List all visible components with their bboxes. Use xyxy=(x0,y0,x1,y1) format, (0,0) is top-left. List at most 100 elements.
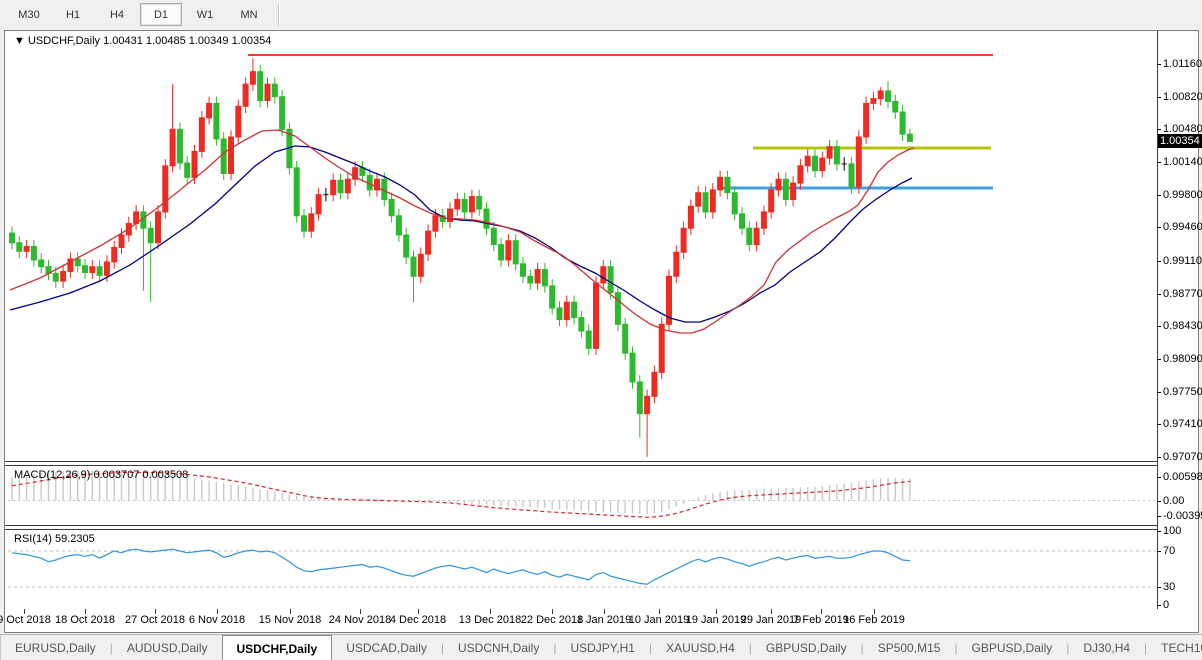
date-tick xyxy=(360,609,361,614)
date-label: 16 Feb 2019 xyxy=(843,614,905,626)
toolbar-separator xyxy=(278,3,280,26)
date-tick xyxy=(659,609,660,614)
date-label: 6 Nov 2018 xyxy=(188,614,246,626)
price-tick-label: 0.99110 xyxy=(1163,254,1202,267)
macd-panel[interactable]: MACD(12,26,9) 0.003707 0.003508 xyxy=(5,466,1158,525)
indicator-scale-label: 100 xyxy=(1163,525,1182,537)
date-label: 7 Feb 2019 xyxy=(793,614,849,626)
indicator-scale-tick xyxy=(1157,605,1161,606)
timeframe-button-d1[interactable]: D1 xyxy=(140,3,182,26)
date-label: 18 Oct 2018 xyxy=(55,614,115,626)
price-tick xyxy=(1157,129,1161,131)
current-price-badge: 1.00354 xyxy=(1158,134,1202,149)
price-tick-label: 1.00820 xyxy=(1163,90,1202,103)
price-tick xyxy=(1157,64,1161,65)
date-label: 27 Oct 2018 xyxy=(125,614,185,626)
tab-separator: | xyxy=(954,641,958,655)
timeframe-button-h1[interactable]: H1 xyxy=(65,8,81,21)
date-label: 19 Jan 2019 xyxy=(685,614,747,626)
price-tick xyxy=(1157,161,1161,163)
tab-usdchf-daily[interactable]: USDCHF,Daily xyxy=(221,635,333,660)
tab-sp500-m15[interactable]: SP500,M15 xyxy=(877,641,941,655)
tab-eurusd-daily[interactable]: EURUSD,Daily xyxy=(15,641,96,655)
price-tick-label: 0.98430 xyxy=(1163,320,1202,333)
date-label: 1 Jan 2019 xyxy=(576,614,632,626)
date-label: 13 Dec 2018 xyxy=(458,614,522,626)
indicator-scale-tick xyxy=(1157,516,1161,517)
price-tick-label: 0.99800 xyxy=(1163,188,1202,201)
price-tick-label: 0.97070 xyxy=(1163,450,1202,463)
price-axis-border xyxy=(1157,31,1158,609)
price-tick xyxy=(1157,194,1161,196)
indicator-scale-label: 70 xyxy=(1163,545,1176,557)
price-tick-label: 0.97750 xyxy=(1163,385,1202,398)
tab-separator: | xyxy=(440,641,444,655)
timeframe-button-m30[interactable]: M30 xyxy=(18,8,40,21)
panel-separator[interactable] xyxy=(5,461,1158,466)
date-tick xyxy=(24,609,25,614)
slow-ma-line[interactable] xyxy=(9,145,913,323)
macd-histogram xyxy=(11,470,911,515)
date-tick xyxy=(771,609,772,614)
date-label: 10 Jan 2019 xyxy=(628,614,690,626)
price-tick xyxy=(1157,424,1161,426)
date-tick xyxy=(716,609,717,614)
date-tick xyxy=(874,609,875,614)
tab-separator: | xyxy=(109,641,113,655)
indicator-scale-label: 30 xyxy=(1163,581,1176,593)
indicator-scale-label: 0.00 xyxy=(1163,495,1185,507)
indicator-scale-label: 0.005985 xyxy=(1163,471,1202,483)
date-label: 15 Nov 2018 xyxy=(258,614,322,626)
price-tick-label: 0.98770 xyxy=(1163,287,1202,300)
tab-separator: | xyxy=(748,641,752,655)
date-label: 29 Jan 2019 xyxy=(740,614,802,626)
panel-separator[interactable] xyxy=(5,525,1158,530)
horizontal-level-lines[interactable] xyxy=(248,54,993,190)
indicator-scale-tick xyxy=(1157,501,1161,502)
tab-audusd-daily[interactable]: AUDUSD,Daily xyxy=(126,641,208,655)
macd-label: MACD(12,26,9) 0.003707 0.003508 xyxy=(14,469,188,481)
date-label: 24 Nov 2018 xyxy=(328,614,392,626)
tab-usdcad-daily[interactable]: USDCAD,Daily xyxy=(346,641,427,655)
rsi-panel[interactable]: RSI(14) 59.2305 xyxy=(5,530,1158,609)
timeframe-button-mn[interactable]: MN xyxy=(240,8,258,21)
price-tick-label: 0.98090 xyxy=(1163,352,1202,365)
rsi-line xyxy=(11,548,910,585)
timeframe-toolbar: M30 H1 H4 D1 W1 MN xyxy=(0,0,1202,29)
price-chart[interactable]: ▼ USDCHF,Daily 1.00431 1.00485 1.00349 1… xyxy=(5,31,1158,461)
price-tick xyxy=(1157,293,1161,295)
chart-title: ▼ USDCHF,Daily 1.00431 1.00485 1.00349 1… xyxy=(14,35,271,47)
fast-ma-line[interactable] xyxy=(9,129,915,334)
date-tick xyxy=(85,609,86,614)
timeframe-button-h4[interactable]: H4 xyxy=(109,8,125,21)
chart-tab-bar: EURUSD,Daily | AUDUSD,Daily USDCHF,Daily USD… xyxy=(0,634,1202,660)
macd-signal-line xyxy=(11,471,910,518)
tab-tech100-h1[interactable]: TECH100,H1 xyxy=(1161,641,1202,655)
date-tick xyxy=(821,609,822,614)
tab-separator: | xyxy=(1066,641,1070,655)
tab-xauusd-h4[interactable]: XAUUSD,H4 xyxy=(666,641,735,655)
date-label: 9 Oct 2018 xyxy=(0,614,51,626)
price-tick-label: 1.00480 xyxy=(1163,123,1202,136)
price-tick-label: 0.97410 xyxy=(1163,418,1202,431)
date-tick xyxy=(290,609,291,614)
tab-gbpusd-daily[interactable]: GBPUSD,Daily xyxy=(765,641,847,655)
tab-usdcnh-daily[interactable]: USDCNH,Daily xyxy=(458,641,540,655)
date-tick xyxy=(418,609,419,614)
indicator-scale-label: 0 xyxy=(1163,599,1170,611)
tab-usdjpy-h1[interactable]: USDJPY,H1 xyxy=(570,641,635,655)
price-tick xyxy=(1157,96,1161,98)
candlestick-series xyxy=(9,58,913,457)
tab-gbpusd-daily-2[interactable]: GBPUSD,Daily xyxy=(971,641,1053,655)
price-tick xyxy=(1157,326,1161,328)
tabbar-left-spacer xyxy=(0,635,1,660)
price-tick-label: 0.99460 xyxy=(1163,221,1202,234)
date-tick xyxy=(490,609,491,614)
date-label: 4 Dec 2018 xyxy=(389,614,447,626)
timeframe-button-w1[interactable]: W1 xyxy=(196,8,214,21)
date-tick xyxy=(604,609,605,614)
price-tick-label: 1.00140 xyxy=(1163,155,1202,168)
tab-dj30-h4[interactable]: DJ30,H4 xyxy=(1083,641,1131,655)
price-tick xyxy=(1157,456,1161,458)
